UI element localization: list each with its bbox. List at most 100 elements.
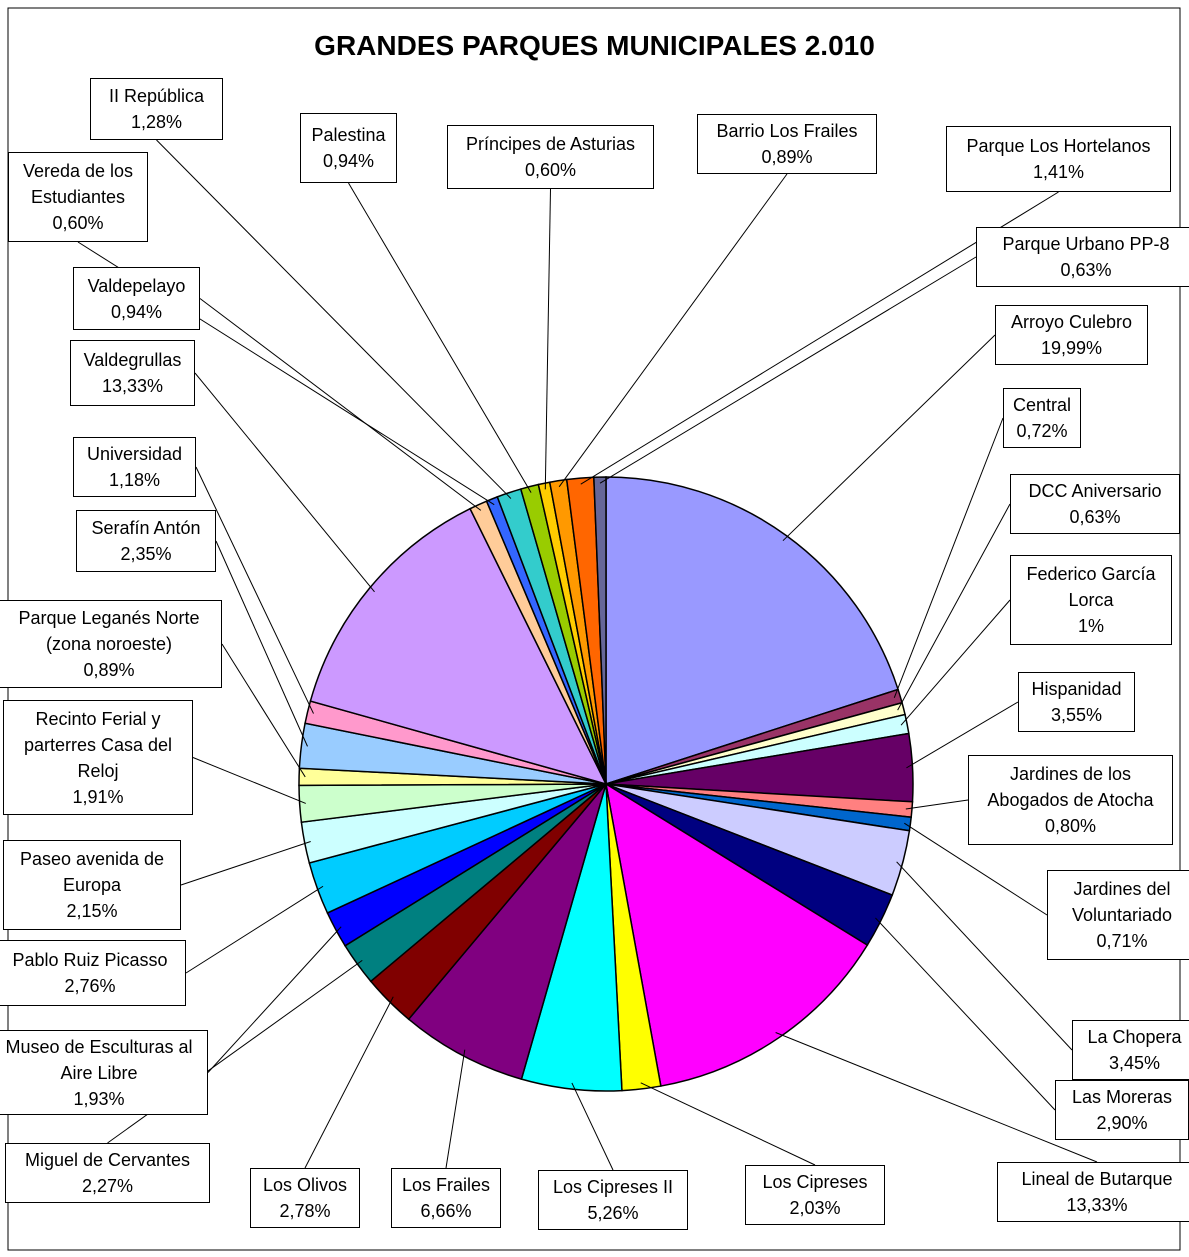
slice-label: Parque Urbano PP-8 (1002, 234, 1170, 254)
value-label: 1,28% (130, 112, 183, 132)
label-box: Barrio Los Frailes 0,89% (697, 114, 877, 174)
label-box: Miguel de Cervantes 2,27% (5, 1143, 210, 1203)
slice-label: Universidad (86, 444, 183, 464)
value-label: 0,80% (1044, 816, 1097, 836)
label-box: Los Cipreses II 5,26% (538, 1170, 688, 1230)
value-label: 1,91% (72, 786, 124, 807)
pie-slice (605, 476, 900, 786)
slice-label: Las Moreras (1071, 1087, 1173, 1107)
value-label: 6,66% (420, 1201, 472, 1221)
label-box: Vereda de los Estudiantes 0,60% (8, 152, 148, 242)
value-label: 0,60% (524, 160, 577, 180)
label-box: Jardines de los Abogados de Atocha 0,80% (968, 755, 1173, 845)
value-label: 0,63% (1069, 507, 1121, 527)
label-box: Serafín Antón 2,35% (76, 510, 216, 572)
value-label: 0,72% (1016, 421, 1068, 441)
value-label: 2,76% (64, 976, 116, 996)
value-label: 0,71% (1096, 931, 1148, 951)
value-label: 19,99% (1040, 338, 1103, 358)
leader-line (194, 372, 375, 593)
leader-line (558, 173, 788, 488)
label-box: Pablo Ruiz Picasso 2,76% (0, 940, 186, 1006)
slice-label: Príncipes de Asturias (465, 134, 636, 154)
leader-line (544, 188, 551, 490)
value-label: 5,26% (587, 1203, 639, 1223)
value-label: 2,27% (81, 1176, 134, 1196)
label-box: Palestina 0,94% (300, 113, 397, 183)
value-label: 0,63% (1060, 260, 1112, 280)
value-label: 0,89% (761, 147, 813, 167)
label-box: DCC Aniversario 0,63% (1010, 474, 1180, 534)
slice-label: Jardines del Voluntariado (1071, 879, 1173, 925)
slice-label: Hispanidad (1031, 679, 1122, 699)
slice-label: Los Cipreses II (552, 1177, 674, 1197)
label-box: La Chopera 3,45% (1072, 1020, 1189, 1080)
label-box: Jardines del Voluntariado 0,71% (1047, 870, 1189, 960)
slice-label: Miguel de Cervantes (24, 1150, 191, 1170)
label-box: Parque Urbano PP-8 0,63% (976, 227, 1189, 287)
label-box: Federico García Lorca 1% (1010, 555, 1172, 645)
slice-label: Lineal de Butarque (1021, 1169, 1173, 1189)
value-label: 1,93% (73, 1088, 125, 1109)
value-label: 13,33% (101, 376, 164, 396)
slice-label: II República (108, 86, 205, 106)
leader-line (192, 757, 306, 804)
slice-label: Serafín Antón (91, 518, 201, 538)
leader-line (215, 540, 308, 747)
label-box: Príncipes de Asturias 0,60% (447, 125, 654, 189)
value-label: 2,03% (789, 1198, 841, 1218)
label-box: Parque Leganés Norte (zona noroeste) 0,89… (0, 600, 222, 688)
leader-line (900, 599, 1011, 726)
slice-label: DCC Aniversario (1028, 481, 1162, 501)
value-label: 3,55% (1050, 705, 1103, 725)
value-label: 2,35% (120, 544, 172, 564)
leader-line (906, 701, 1019, 769)
label-box: Central 0,72% (1003, 388, 1081, 448)
leader-line (195, 466, 314, 714)
value-label: 1% (1077, 616, 1104, 636)
leader-line (207, 926, 342, 1073)
leader-line (897, 503, 1011, 711)
label-box: Paseo avenida de Europa 2,15% (3, 840, 181, 930)
value-label: 1,18% (108, 470, 161, 490)
leader-line (199, 298, 482, 511)
leader-line (571, 1082, 614, 1171)
slice-label: Parque Leganés Norte (zona noroeste) (18, 608, 200, 654)
label-box: Las Moreras 2,90% (1055, 1080, 1189, 1140)
leader-line (904, 822, 1048, 916)
slice-label: Pablo Ruiz Picasso (12, 950, 168, 970)
leader-line (156, 139, 512, 499)
pie-slice (593, 476, 607, 785)
label-box: Valdegrullas 13,33% (70, 340, 195, 406)
slice-label: Paseo avenida de Europa (19, 849, 165, 895)
slice-label: Recinto Ferial y parterres Casa del Relo… (23, 708, 173, 781)
slice-label: Palestina (311, 125, 386, 145)
leader-line (640, 1082, 816, 1166)
slice-label: Parque Los Hortelanos (966, 136, 1151, 156)
value-label: 1,41% (1032, 162, 1085, 182)
label-box: Universidad 1,18% (73, 437, 196, 497)
value-label: 0,89% (83, 660, 135, 680)
slice-label: Museo de Esculturas al Aire Libre (5, 1036, 193, 1083)
slice-label: Valdegrullas (83, 350, 182, 370)
leader-line (896, 861, 1073, 1051)
label-box: Los Frailes 6,66% (391, 1168, 501, 1228)
value-label: 2,78% (279, 1201, 331, 1221)
slice-label: Vereda de los Estudiantes (22, 161, 134, 207)
leader-line (221, 643, 306, 778)
value-label: 0,94% (110, 301, 163, 322)
label-box: Valdepelayo 0,94% (73, 267, 200, 330)
label-box: II República 1,28% (90, 78, 223, 140)
slice-label: Central (1012, 395, 1072, 415)
leader-line (782, 334, 996, 542)
value-label: 2,90% (1096, 1113, 1148, 1133)
value-label: 0,94% (322, 151, 375, 171)
slice-label: Federico García Lorca (1026, 564, 1156, 610)
leader-line (599, 256, 977, 484)
pie-slice (604, 782, 869, 1087)
leader-line (775, 1032, 1098, 1163)
label-box: Parque Los Hortelanos 1,41% (946, 126, 1171, 192)
leader-line (185, 885, 324, 974)
